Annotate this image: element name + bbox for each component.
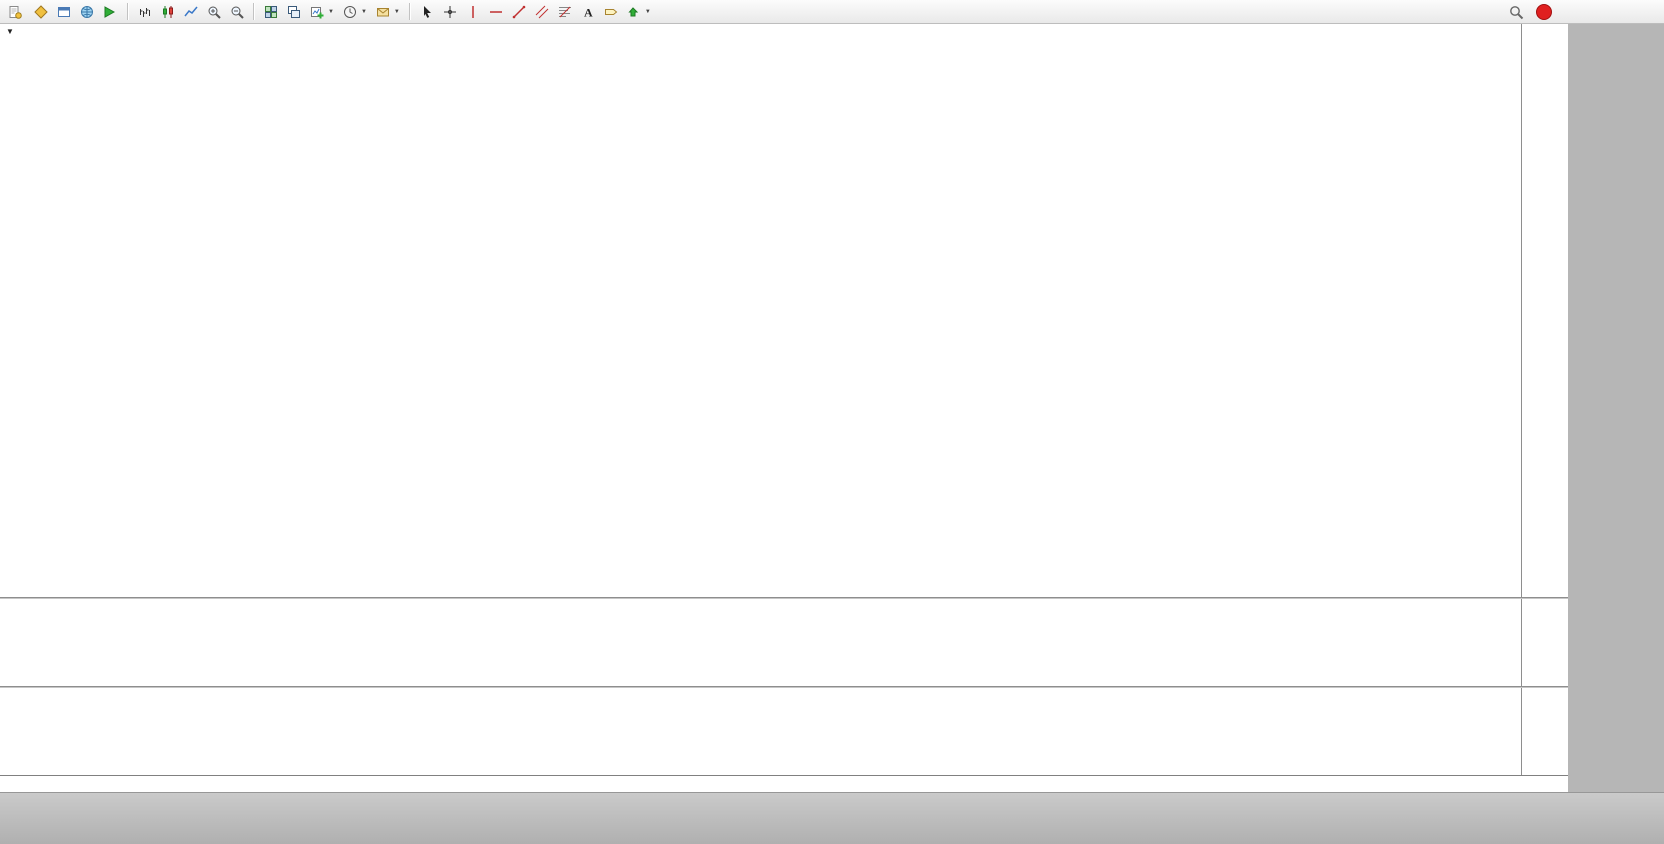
horizontal-line-icon	[489, 10, 502, 13]
line-chart-button[interactable]	[180, 2, 202, 22]
time-axis[interactable]	[0, 775, 1568, 792]
dropdown-caret-icon: ▼	[328, 8, 334, 15]
price-scale[interactable]	[1521, 24, 1568, 775]
periods-clock-icon	[343, 5, 356, 18]
zoom-in-button[interactable]	[203, 2, 225, 22]
channel-tool-button[interactable]	[531, 2, 553, 22]
zoom-out-icon	[231, 6, 244, 19]
new-order-icon	[9, 5, 22, 19]
notification-badge[interactable]	[1536, 4, 1552, 20]
panel-splitter[interactable]	[0, 686, 1568, 688]
templates-button[interactable]: ▼	[372, 2, 404, 22]
cascade-windows-button[interactable]	[283, 2, 305, 22]
text-icon: A	[584, 5, 593, 19]
cursor-tool-button[interactable]	[416, 2, 438, 22]
arrows-icon	[628, 6, 639, 16]
svg-text:A: A	[584, 5, 593, 19]
toolbar-separator	[127, 3, 129, 20]
cursor-icon	[423, 5, 431, 18]
vertical-line-tool-button[interactable]	[462, 2, 484, 22]
auto-trading-button[interactable]	[99, 2, 122, 22]
trendline-icon	[512, 5, 526, 18]
new-chart-button[interactable]: ▼	[306, 2, 338, 22]
panel-splitter[interactable]	[0, 597, 1568, 599]
new-order-button[interactable]	[4, 2, 29, 22]
candlestick-chart[interactable]	[0, 24, 1521, 597]
dropdown-caret-icon: ▼	[360, 8, 367, 15]
toolbar-right-group	[1505, 2, 1552, 22]
crosshair-tool-button[interactable]	[439, 2, 461, 22]
text-tool-button[interactable]: A	[577, 2, 599, 22]
data-window-button[interactable]	[53, 2, 75, 22]
candlestick-chart-icon	[163, 5, 173, 18]
periods-button[interactable]: ▼	[339, 2, 371, 22]
toolbar-separator	[253, 3, 255, 20]
fibonacci-icon	[558, 6, 571, 17]
arrows-tool-button[interactable]: ▼	[623, 2, 655, 22]
fibonacci-tool-button[interactable]	[554, 2, 576, 22]
symbol-dropdown-icon: ▼	[6, 27, 14, 36]
bar-chart-button[interactable]	[134, 2, 156, 22]
status-strip	[0, 792, 1664, 844]
bar-chart-icon	[140, 7, 150, 17]
line-chart-icon	[184, 6, 198, 16]
data-window-icon	[58, 6, 70, 17]
search-icon	[1510, 5, 1524, 19]
templates-icon	[376, 7, 389, 16]
toolbar: ▼ ▼ ▼ A ▼	[0, 0, 1664, 24]
dropdown-caret-icon: ▼	[644, 8, 651, 15]
market-watch-icon	[34, 4, 48, 19]
navigator-icon	[81, 5, 93, 18]
new-chart-icon	[311, 6, 324, 18]
tile-windows-icon	[265, 5, 277, 18]
horizontal-line-tool-button[interactable]	[485, 2, 507, 22]
dropdown-caret-icon: ▼	[393, 8, 400, 15]
zoom-out-button[interactable]	[226, 2, 248, 22]
zoom-in-icon	[208, 6, 221, 19]
cascade-windows-icon	[288, 5, 300, 18]
chart-window[interactable]: ▼	[0, 24, 1568, 792]
tile-windows-button[interactable]	[260, 2, 282, 22]
label-tool-button[interactable]	[600, 2, 622, 22]
rsi-panel[interactable]	[0, 688, 1521, 775]
trendline-tool-button[interactable]	[508, 2, 530, 22]
channel-icon	[535, 5, 549, 18]
vertical-line-icon	[472, 5, 474, 18]
macd-panel[interactable]	[0, 599, 1521, 686]
crosshair-icon	[443, 5, 456, 18]
chart-title: ▼	[6, 27, 26, 36]
toolbar-separator	[408, 3, 411, 20]
market-watch-button[interactable]	[30, 2, 52, 22]
search-button[interactable]	[1505, 2, 1528, 22]
candlestick-chart-button[interactable]	[157, 2, 179, 22]
label-icon	[604, 8, 618, 15]
navigator-button[interactable]	[76, 2, 98, 22]
auto-trading-icon	[104, 5, 115, 18]
